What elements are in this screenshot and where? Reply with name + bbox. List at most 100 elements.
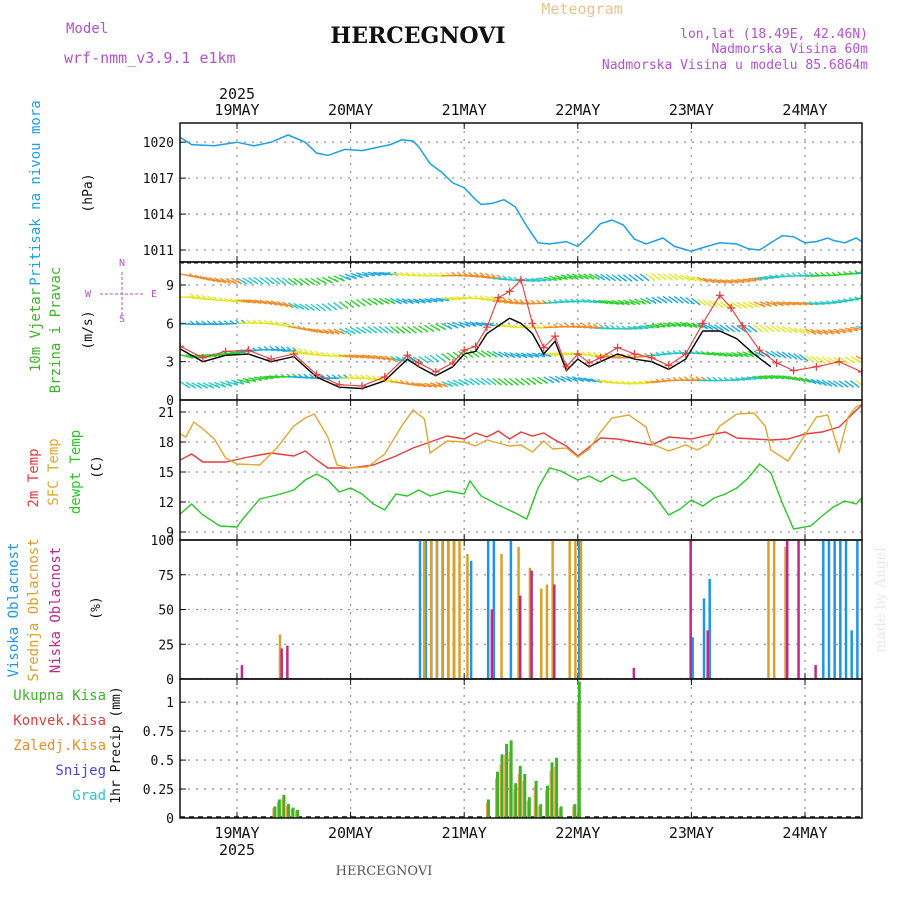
wind-gust-marker — [812, 362, 821, 371]
wind-arrow-head — [730, 328, 735, 333]
wind-arrow — [344, 354, 359, 359]
wind-arrow-head — [384, 300, 390, 305]
mid-cloud-bar — [278, 634, 282, 679]
wind-arrow-head — [860, 269, 862, 273]
wind-arrow-head — [429, 358, 434, 363]
wind-arrow-head — [469, 381, 475, 386]
wind-arrow-head — [406, 329, 411, 334]
ytick-label: 0.25 — [143, 783, 174, 798]
wind-arrow-head — [776, 353, 781, 358]
wind-arrow-head — [453, 382, 459, 387]
wind-arrow — [526, 278, 541, 282]
wind-arrow — [276, 349, 291, 352]
wind-arrow-head — [334, 330, 340, 335]
wind-gust-marker — [244, 346, 253, 355]
wind-gust-marker — [562, 362, 571, 371]
wind-arrow-head — [651, 299, 657, 304]
wind-arrow — [725, 279, 739, 284]
wind-arrow-head — [360, 302, 366, 307]
high-cloud-bar — [708, 578, 711, 679]
wind-arrow — [180, 354, 194, 359]
wind-arrow-head — [742, 304, 748, 309]
wind-unit: (m/s) — [81, 310, 96, 349]
wind-arrow-head — [352, 275, 357, 280]
wind-arrow-head — [221, 383, 227, 388]
high-cloud-bar — [492, 540, 496, 679]
high-cloud-ylabel: Visoka Oblacnost — [6, 543, 22, 678]
wind-arrow — [861, 355, 862, 357]
wind-arrow-head — [303, 373, 309, 378]
high-cloud-bar — [833, 540, 836, 679]
wind-gust-marker — [715, 291, 724, 300]
panel-wind: 0 3 6 9 — [166, 261, 881, 409]
wind-arrow-head — [877, 323, 881, 326]
wind-arrow-head — [823, 330, 829, 335]
wind-arrow-head — [866, 295, 870, 298]
wind-arrow-head — [345, 330, 351, 335]
wind-arrow-head — [697, 278, 703, 283]
wind-arrow-head — [798, 356, 803, 361]
wind-arrow-head — [866, 270, 870, 273]
ytick-label: 12 — [158, 496, 174, 511]
wind-arrow-head — [610, 324, 615, 329]
precip-bar — [523, 773, 527, 818]
wind-arrow-head — [510, 354, 516, 359]
wind-gust-marker — [551, 332, 560, 341]
wind-arrow — [713, 352, 728, 357]
wind-arrow-head — [703, 325, 709, 330]
low-cloud-bar — [490, 609, 494, 679]
wind-arrow-head — [258, 280, 264, 285]
wind-arrow-head — [486, 381, 491, 386]
wind-arrow-head — [502, 275, 507, 280]
precip-legend-item: Zaledj.Kisa — [13, 738, 106, 754]
wind-arrow-head — [815, 359, 820, 364]
wind-arrow-head — [667, 276, 673, 281]
precip-conv-bar — [499, 763, 501, 818]
wind-arrow — [242, 299, 256, 304]
wind-arrow-head — [257, 319, 263, 324]
wind-arrow-head — [269, 345, 275, 350]
ytick-label: 1014 — [143, 208, 174, 223]
wind-arrow-head — [331, 374, 337, 379]
wind-arrow — [776, 374, 790, 380]
bottom-year-label: 2025 — [219, 841, 255, 859]
wind-arrow-head — [343, 374, 348, 379]
wind-arrow — [537, 277, 552, 282]
wind-arrow-head — [856, 358, 862, 363]
wind-arrow — [748, 277, 763, 281]
wind-arrow-head — [700, 376, 706, 381]
wind-arrow — [259, 376, 274, 380]
wind-arrow-head — [372, 329, 378, 334]
wind-arrow-head — [408, 300, 414, 305]
wind-arrow-head — [760, 353, 765, 358]
wind-arrow-head — [321, 307, 326, 312]
wind-arrow — [589, 300, 603, 304]
wind-gust-marker — [727, 304, 736, 312]
wind-arrow-head — [598, 323, 604, 328]
wind-arrow-head — [622, 277, 627, 282]
wind-arrow-head — [866, 326, 870, 329]
wind-compass: N S W E — [85, 258, 157, 325]
wind-arrow — [588, 378, 602, 384]
wind-arrow-head — [760, 303, 766, 308]
pressure-ylabel: Pritisak na nivou mora — [28, 100, 44, 285]
wind-gust-marker — [460, 346, 469, 355]
wind-arrow-head — [695, 301, 701, 306]
wind-arrow-head — [400, 329, 406, 334]
wind-arrow-head — [340, 330, 345, 335]
panel-border — [179, 122, 863, 263]
wind-arrow-head — [377, 329, 383, 334]
wind-arrow-head — [337, 305, 343, 310]
wind-arrow-head — [226, 279, 232, 284]
wind-gust-marker — [267, 355, 276, 364]
wind-arrow-head — [309, 373, 314, 378]
wind-arrow — [867, 355, 878, 360]
precip-conv-bar — [495, 778, 497, 818]
wind-arrow — [867, 272, 881, 273]
low-cloud-bar — [814, 665, 817, 679]
wind-arrow — [668, 321, 682, 328]
precip-conv-bar — [549, 770, 551, 818]
wind-arrow-head — [337, 374, 343, 379]
wind-arrow — [498, 300, 513, 303]
wind-arrow-head — [820, 359, 826, 364]
